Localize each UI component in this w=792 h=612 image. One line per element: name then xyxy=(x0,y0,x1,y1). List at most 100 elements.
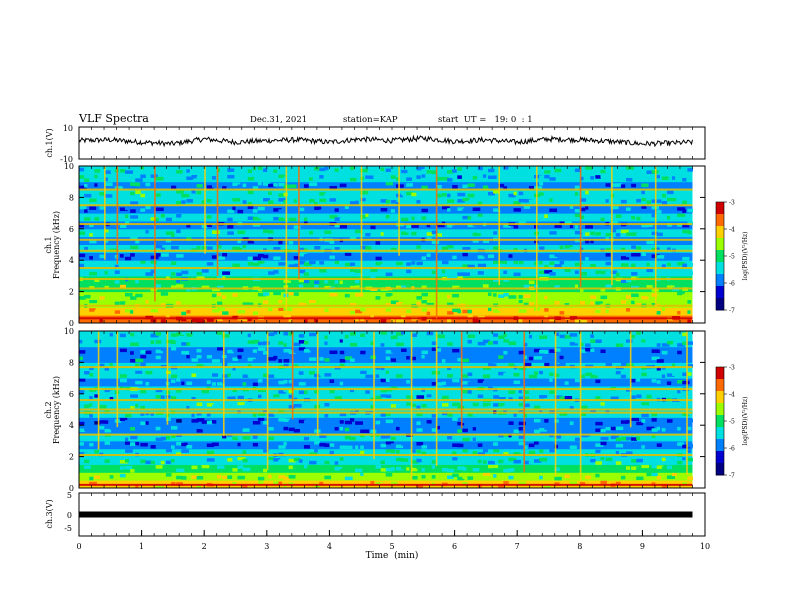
spectrogram-cell xyxy=(268,418,274,422)
spectrogram-cell xyxy=(666,285,675,289)
spectrogram-cell xyxy=(513,452,521,456)
spectrogram-cell xyxy=(595,339,602,343)
spectrogram-cell xyxy=(380,388,387,393)
spectrogram-cell xyxy=(426,311,431,316)
spectrogram-cell xyxy=(452,481,458,485)
spectrogram-cell xyxy=(487,292,492,297)
spectrogram-cell xyxy=(155,444,161,449)
spectrogram-cell xyxy=(580,374,585,379)
spectrogram-cell xyxy=(186,342,191,346)
spectrogram-cell xyxy=(334,168,339,172)
spectrogram-cell xyxy=(150,260,157,264)
spectrogram-cell xyxy=(257,379,263,383)
spectrogram-cell xyxy=(385,412,391,416)
spectrogram-cell xyxy=(94,394,99,398)
spectrogram-cell xyxy=(165,207,171,211)
spectrogram-cell xyxy=(666,301,675,305)
spectrogram-cell xyxy=(247,205,254,209)
spectrogram-cell xyxy=(130,332,135,337)
spectrogram-cell xyxy=(672,176,676,180)
spectrogram-cell xyxy=(125,309,133,313)
spectrogram-cell xyxy=(380,167,385,172)
spectrogram-cell xyxy=(666,381,672,385)
spectrogram-cell xyxy=(452,185,458,189)
spectrogram-cell xyxy=(390,481,398,486)
spectrogram-cell xyxy=(99,245,107,250)
spectrogram-cell xyxy=(518,318,523,323)
spectrogram-cell xyxy=(268,200,274,204)
spectrogram-cell xyxy=(401,427,409,432)
spectrogram-cell xyxy=(406,425,410,430)
spectrogram-cell xyxy=(130,191,135,196)
spectrogram-cell xyxy=(605,457,613,462)
spectrogram-cell xyxy=(155,465,163,469)
spectrogram-cell xyxy=(355,168,359,173)
spectrogram-cell xyxy=(431,382,437,386)
spectrogram-cell xyxy=(677,468,684,472)
spectrogram-cell xyxy=(349,401,357,406)
spectrogram-cell xyxy=(344,293,350,298)
spectrogram-cell xyxy=(109,468,114,472)
spectrogram-cell xyxy=(201,200,206,204)
ch3-waveform-panel: 5 0 -5 ch.3(V) 0 1 2 3 4 5 6 7 8 9 10 Time (min) xyxy=(45,127,710,561)
spectrogram-cell xyxy=(145,350,152,355)
spectrogram-cell xyxy=(462,437,470,442)
spectrogram-cell xyxy=(278,380,285,385)
spectrogram-cell xyxy=(181,331,189,335)
colorbar-segment xyxy=(716,379,724,392)
spectrogram-cell xyxy=(620,475,626,480)
spectrogram-cell xyxy=(441,372,449,376)
spectrogram-cell xyxy=(631,300,635,305)
spectrogram-cell xyxy=(487,382,492,386)
spectrogram-cell xyxy=(554,264,562,268)
spectrogram-cell xyxy=(273,246,281,251)
spectrogram-cell xyxy=(656,184,663,189)
spectrogram-cell xyxy=(493,464,499,469)
spectrogram-cell xyxy=(375,374,380,378)
spectrogram-cell xyxy=(431,405,437,410)
spectrogram-cell xyxy=(155,193,161,197)
spectrogram-cell xyxy=(293,168,301,173)
spectrogram-cell xyxy=(636,185,643,189)
spectrogram-cell xyxy=(641,388,646,393)
spectrogram-cell xyxy=(99,404,107,409)
spectrogram-cell xyxy=(247,176,255,181)
spectrogram-cell xyxy=(580,464,586,468)
spectrogram-cell xyxy=(309,346,313,351)
spectrogram-cell xyxy=(303,426,309,430)
spectrogram-cell xyxy=(293,190,301,194)
spectrogram-cell xyxy=(176,190,184,194)
spectrogram-cell xyxy=(626,295,632,299)
spectrogram-cell xyxy=(104,228,109,233)
spectrogram-cell xyxy=(472,278,481,283)
spectrogram-cell xyxy=(79,390,85,394)
spectrogram-cell xyxy=(247,229,255,234)
spectrogram-cell xyxy=(539,370,543,375)
spectrogram-cell xyxy=(165,217,172,222)
spectrogram-cell xyxy=(687,364,693,368)
spectrogram-cell xyxy=(564,474,571,479)
spectrogram-cell xyxy=(477,255,485,259)
spectrogram-cell xyxy=(176,200,182,205)
spectrogram-cell xyxy=(344,356,353,360)
spectrogram-cell xyxy=(370,341,375,346)
spectrogram-cell xyxy=(237,301,242,305)
spectrogram-cell xyxy=(160,197,166,202)
spectrogram-cell xyxy=(574,284,578,289)
spectrogram-cell xyxy=(319,443,327,447)
spectrogram-cell xyxy=(416,296,422,300)
spectrogram-cell xyxy=(314,223,320,227)
spectrogram-cell xyxy=(135,441,140,446)
spectrogram-cell xyxy=(544,362,550,367)
spectrogram-cell xyxy=(222,374,229,378)
spectrogram-cell xyxy=(457,309,462,314)
spectrogram-cell xyxy=(482,263,487,268)
spectrogram-cell xyxy=(431,197,436,202)
spectrogram-cell xyxy=(130,358,136,363)
spectrogram-cell xyxy=(651,394,660,398)
spectrogram-cell xyxy=(181,449,190,453)
colorbar-tick-label: -7 xyxy=(729,473,735,480)
spectrogram-band xyxy=(79,236,693,245)
spectrogram-cell xyxy=(104,474,112,478)
spectrogram-cell xyxy=(94,183,98,187)
